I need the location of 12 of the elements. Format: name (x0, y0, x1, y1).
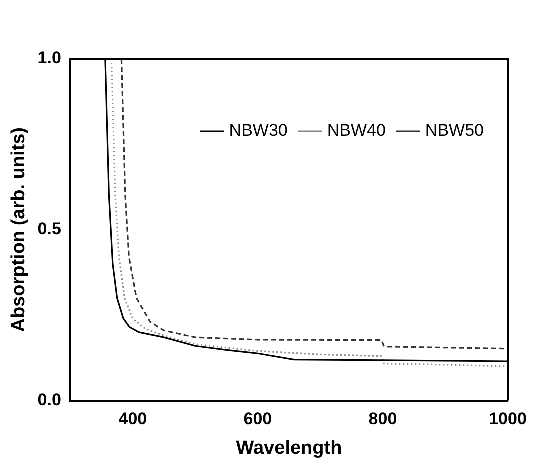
x-tick-label: 800 (368, 410, 398, 429)
y-axis-title: Absorption (arb. units) (8, 128, 30, 332)
y-tick-label: 1.0 (38, 48, 62, 68)
x-axis-title: Wavelength (236, 438, 342, 459)
y-tick-label: 0.5 (38, 220, 62, 239)
y-tick-label: 0.0 (38, 390, 62, 410)
x-tick-label: 1000 (489, 410, 527, 429)
legend-label: NBW50 (425, 121, 484, 140)
x-tick-label: 400 (118, 410, 148, 429)
legend-label: NBW40 (327, 121, 386, 140)
x-tick-label: 600 (244, 410, 272, 429)
legend-label: NBW30 (229, 121, 288, 140)
